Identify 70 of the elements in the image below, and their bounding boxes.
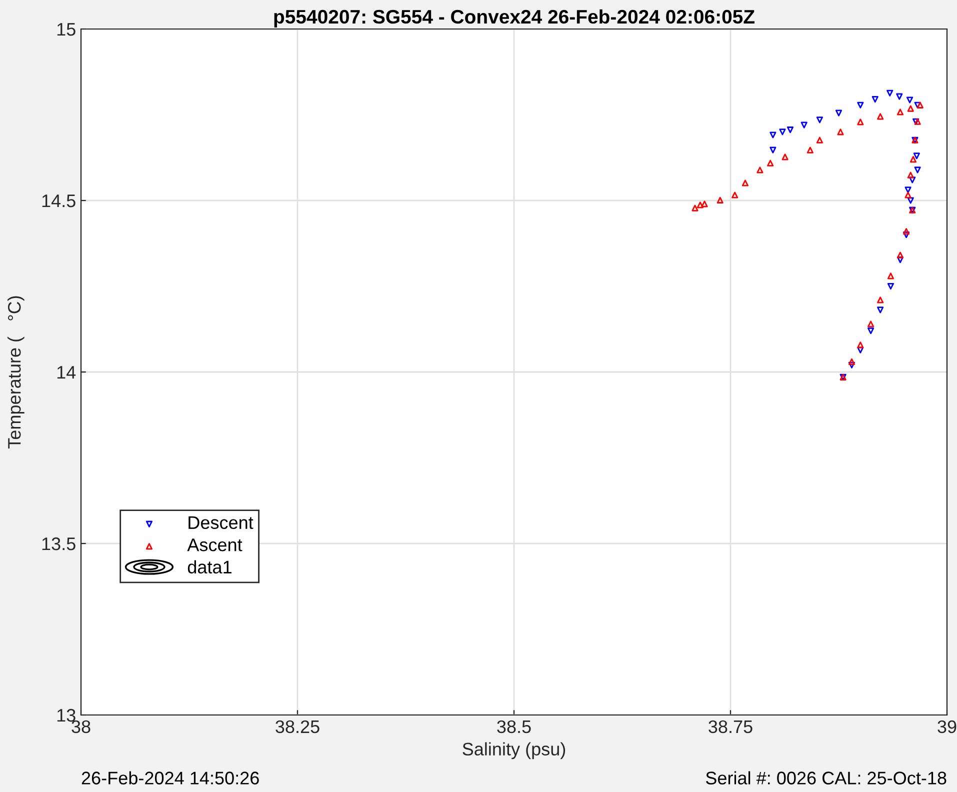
point: [907, 172, 914, 178]
point: [903, 228, 910, 235]
y-tick-label: 15: [57, 23, 76, 36]
point: [868, 320, 874, 328]
point: [837, 128, 844, 136]
point: [716, 196, 724, 204]
point: [756, 166, 764, 174]
x-axis-title: Salinity (psu): [462, 742, 566, 760]
point: [877, 296, 884, 304]
point: [868, 328, 874, 334]
point: [701, 200, 708, 208]
point: [914, 166, 921, 174]
point: [903, 232, 910, 238]
point: [910, 156, 917, 163]
point: [848, 362, 856, 368]
point: [770, 132, 776, 138]
point: [877, 306, 884, 314]
y-tick-label: 13: [57, 708, 76, 722]
point: [907, 105, 914, 112]
x-tick-label: 38.75: [708, 720, 752, 734]
point: [857, 342, 864, 348]
point: [857, 346, 864, 354]
point: [896, 93, 903, 100]
legend-label: Ascent: [187, 538, 242, 552]
text: Serial #: 0026 CAL: 25-Oct-18: [706, 771, 946, 784]
point: [848, 358, 856, 366]
point: [786, 126, 794, 134]
point: [857, 102, 864, 108]
text: 26-Feb-2024 14:50:26: [82, 771, 259, 784]
y-tick-label: 14: [57, 366, 76, 379]
point: [896, 108, 904, 116]
point: [732, 192, 738, 198]
chart-title: p5540207: SG554 - Convex24 26-Feb-2024 02:06:05Z: [274, 9, 754, 28]
point: [872, 96, 878, 103]
point: [770, 146, 776, 154]
point: [907, 197, 914, 204]
point: [916, 102, 924, 108]
point: [835, 110, 842, 116]
point: [816, 116, 823, 124]
point: [896, 256, 904, 264]
point: [692, 204, 698, 212]
point: [896, 252, 904, 258]
y-tick-label: 14.5: [42, 194, 76, 208]
point: [909, 176, 916, 184]
x-tick-label: 38.25: [276, 720, 320, 734]
point: [779, 128, 786, 136]
x-tick-label: 38: [72, 720, 90, 734]
point: [767, 160, 774, 166]
point: [913, 152, 920, 160]
legend-label: Descent: [188, 516, 254, 530]
point: [877, 113, 884, 120]
point: [742, 180, 749, 186]
point: [887, 272, 894, 280]
y-tick-label: 13.5: [42, 537, 76, 550]
point: [914, 102, 921, 108]
legend-label: data1: [188, 560, 232, 574]
point: [904, 186, 912, 194]
point: [782, 154, 788, 160]
point: [906, 96, 914, 104]
point: [886, 90, 894, 96]
point: [806, 146, 814, 154]
point: [816, 136, 823, 144]
point: [904, 192, 912, 198]
x-tick-label: 38.5: [497, 720, 531, 734]
point: [800, 122, 808, 128]
point: [887, 282, 894, 290]
point: [857, 118, 864, 126]
x-tick-label: 39: [938, 720, 956, 734]
point: [696, 202, 704, 208]
y-axis-title: Temperature ( °C): [8, 296, 24, 448]
